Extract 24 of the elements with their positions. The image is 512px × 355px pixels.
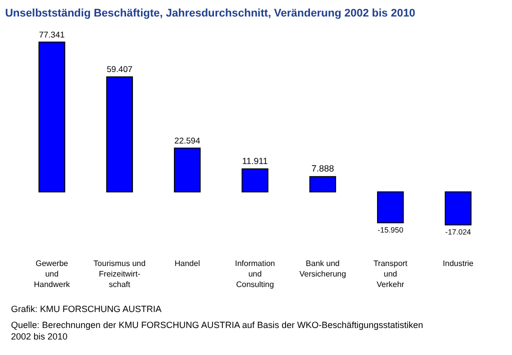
- chart-title: Unselbstständig Beschäftigte, Jahresdurchschnitt, Veränderung 2002 bis 2010: [5, 8, 416, 20]
- bar: [174, 148, 201, 192]
- bar: [38, 42, 66, 192]
- x-tick-label: Industrie: [442, 259, 474, 268]
- data-label: 11.911: [242, 156, 268, 166]
- bar: [242, 168, 268, 192]
- x-tick-label: Information und Consulting: [234, 259, 276, 289]
- x-tick-label: Tourismus und Freizeitwirt- schaft: [94, 259, 146, 289]
- data-label: 22.594: [174, 135, 200, 146]
- bar: [377, 191, 404, 224]
- source-note: Quelle: Berechnungen der KMU FORSCHUNG AUSTRIA auf Basis der WKO-Beschäftigungsstatistiken 2002 bis 2010: [11, 320, 424, 342]
- text: Grafik: KMU FORSCHUNG AUSTRIA: [11, 304, 162, 314]
- data-label: 59.407: [106, 64, 133, 74]
- x-tick-label: Transport und Verkehr: [373, 259, 408, 289]
- x-tick-label: Handel: [174, 259, 200, 268]
- x-tick-label: Gewerbe und Handwerk: [34, 259, 71, 289]
- bar: [444, 191, 472, 226]
- data-label: -15.950: [378, 226, 404, 235]
- data-label: -17.024: [445, 228, 471, 237]
- data-label: 7.888: [311, 164, 334, 174]
- x-tick-label: Bank und Versicherung: [299, 259, 346, 278]
- bar: [106, 76, 133, 192]
- data-label: 77.341: [38, 29, 66, 40]
- bar: [309, 176, 336, 192]
